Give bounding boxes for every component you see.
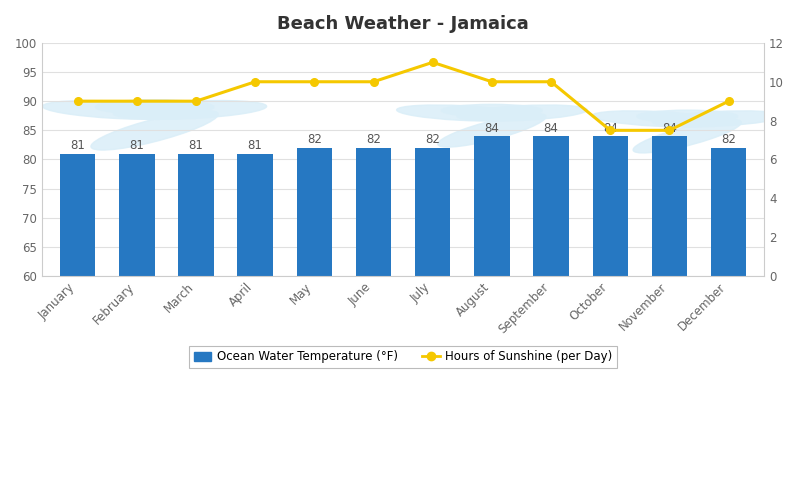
Ellipse shape [42, 100, 196, 120]
Bar [593, 136, 628, 478]
Ellipse shape [113, 100, 267, 120]
Text: 84: 84 [662, 122, 677, 135]
Text: 84: 84 [543, 122, 559, 135]
Ellipse shape [438, 114, 546, 147]
Ellipse shape [396, 105, 527, 121]
Bar [356, 148, 392, 478]
Text: 81: 81 [248, 139, 263, 152]
Ellipse shape [95, 100, 214, 114]
Text: 82: 82 [425, 133, 440, 146]
Ellipse shape [457, 105, 587, 121]
Legend: Ocean Water Temperature (°F), Hours of Sunshine (per Day): Ocean Water Temperature (°F), Hours of S… [189, 346, 618, 368]
Ellipse shape [442, 104, 543, 117]
Text: 81: 81 [129, 139, 145, 152]
Bar [652, 136, 687, 478]
Bar [711, 148, 746, 478]
Text: 82: 82 [366, 133, 381, 146]
Ellipse shape [633, 120, 741, 153]
Ellipse shape [91, 110, 218, 150]
Bar [296, 148, 332, 478]
Text: 84: 84 [602, 122, 618, 135]
Text: 84: 84 [484, 122, 499, 135]
Bar [474, 136, 510, 478]
Bar [178, 153, 214, 478]
Text: 82: 82 [307, 133, 322, 146]
Ellipse shape [652, 111, 782, 127]
Text: 82: 82 [721, 133, 736, 146]
Text: 81: 81 [189, 139, 204, 152]
Bar [415, 148, 451, 478]
Bar [533, 136, 569, 478]
Ellipse shape [592, 111, 722, 127]
Title: Beach Weather - Jamaica: Beach Weather - Jamaica [277, 15, 529, 33]
Bar [237, 153, 273, 478]
Text: 81: 81 [70, 139, 85, 152]
Bar [60, 153, 95, 478]
Bar [119, 153, 154, 478]
Ellipse shape [637, 110, 737, 122]
